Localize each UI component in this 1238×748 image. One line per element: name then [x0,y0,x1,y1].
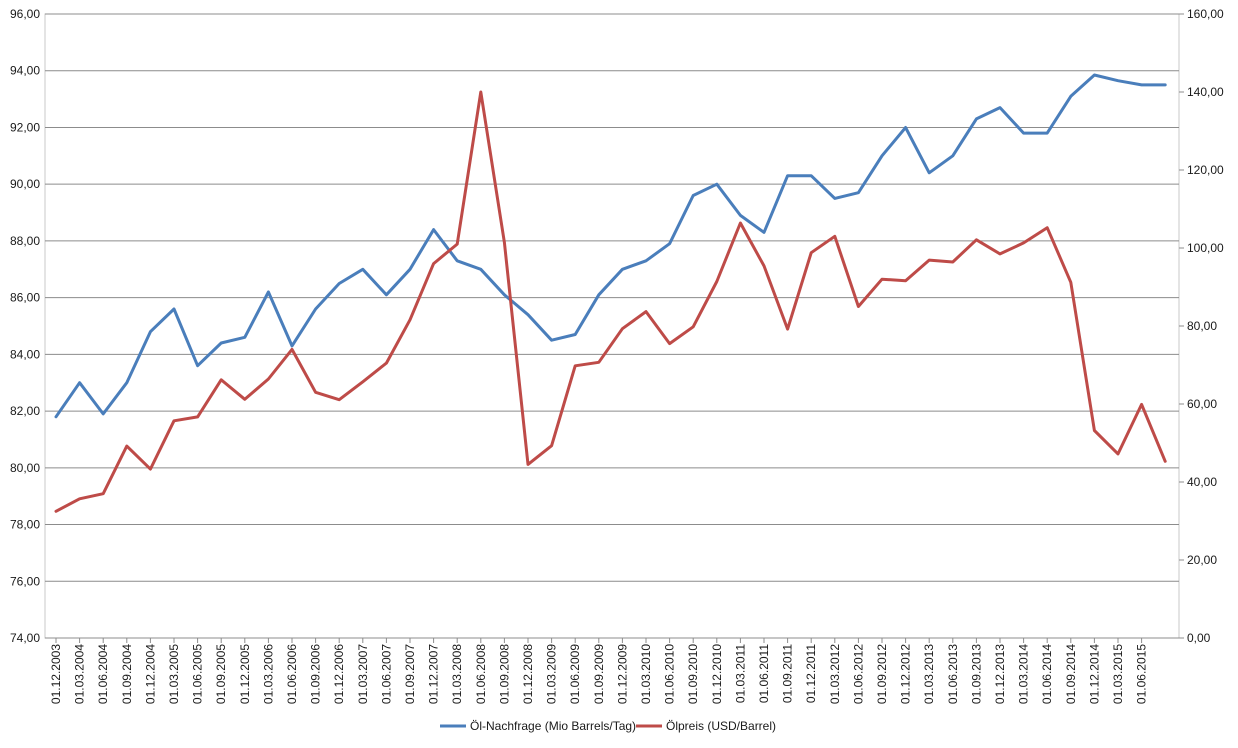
y-left-tick-label: 80,00 [10,461,40,475]
x-tick-label: 01.09.2012 [875,644,889,704]
x-tick-label: 01.03.2010 [639,644,653,704]
x-tick-label: 01.03.2008 [450,644,464,704]
x-tick-label: 01.12.2005 [238,644,252,704]
y-left-tick-label: 82,00 [10,404,40,418]
x-tick-label: 01.09.2011 [781,644,795,703]
x-tick-label: 01.06.2012 [851,644,865,704]
y-left-tick-label: 96,00 [10,7,40,21]
x-tick-label: 01.03.2005 [167,644,181,704]
plot-area-border [44,13,1180,639]
x-tick-label: 01.09.2010 [686,644,700,704]
x-tick-label: 01.06.2007 [379,644,393,704]
y-right-tick-label: 60,00 [1187,397,1217,411]
y-left-tick-label: 86,00 [10,291,40,305]
x-tick-label: 01.09.2009 [592,644,606,704]
x-tick-label: 01.09.2008 [497,644,511,704]
legend-item: Öl-Nachfrage (Mio Barrels/Tag) [440,719,636,733]
x-tick-label: 01.03.2009 [545,644,559,704]
x-tick-label: 01.06.2011 [757,644,771,703]
x-tick-label: 01.03.2013 [922,644,936,704]
x-tick-label: 01.06.2009 [568,644,582,704]
x-tick-label: 01.06.2013 [946,644,960,704]
x-tick-label: 01.03.2007 [356,644,370,704]
series-line-oil-price [54,90,1167,513]
y-left-tick-label: 92,00 [10,120,40,134]
x-tick-label: 01.12.2004 [143,644,157,704]
y-right-tick-label: 140,00 [1187,85,1224,99]
y-right-tick-label: 160,00 [1187,7,1224,21]
y-right-tick-label: 80,00 [1187,319,1217,333]
y-left-tick-label: 76,00 [10,574,40,588]
y-left-tick-label: 88,00 [10,234,40,248]
y-left-tick-label: 74,00 [10,631,40,645]
legend-item: Ölpreis (USD/Barrel) [636,719,776,733]
y-right-tick-label: 120,00 [1187,163,1224,177]
x-tick-label: 01.09.2004 [120,644,134,704]
x-tick-label: 01.03.2004 [73,644,87,704]
y-left-tick-label: 84,00 [10,347,40,361]
series-line-oil-demand [54,73,1167,419]
x-tick-label: 01.12.2007 [427,644,441,704]
y-right-tick-label: 40,00 [1187,475,1217,489]
x-tick-label: 01.12.2013 [993,644,1007,704]
x-tick-label: 01.03.2015 [1111,644,1125,704]
x-tick-label: 01.06.2008 [474,644,488,704]
gridlines [45,13,1179,639]
x-tick-label: 01.03.2011 [733,644,747,703]
x-tick-label: 01.06.2014 [1040,644,1054,704]
x-tick-label: 01.06.2006 [285,644,299,704]
x-tick-label: 01.12.2010 [710,644,724,704]
x-tick-label: 01.12.2012 [899,644,913,704]
x-tick-label: 01.06.2005 [191,644,205,704]
legend: Öl-Nachfrage (Mio Barrels/Tag) Ölpreis (U… [440,719,776,733]
series-lines [54,73,1167,513]
x-tick-label: 01.06.2004 [96,644,110,704]
x-tick-label: 01.06.2010 [663,644,677,704]
x-tick-label: 01.03.2012 [828,644,842,704]
x-tick-label: 01.12.2006 [332,644,346,704]
x-tick-label: 01.09.2014 [1064,644,1078,704]
y-right-tick-label: 0,00 [1187,631,1211,645]
x-tick-label: 01.12.2009 [615,644,629,704]
x-tick-label: 01.12.2014 [1087,644,1101,704]
x-tick-label: 01.12.2011 [804,644,818,703]
x-tick-label: 01.09.2013 [969,644,983,704]
y-left-tick-label: 78,00 [10,518,40,532]
y-left-tick-label: 94,00 [10,64,40,78]
y-left-tick-label: 90,00 [10,177,40,191]
axes: 74,00 76,00 78,00 80,00 82,00 84,00 86,00 88,00… [10,7,1224,704]
x-tick-label: 01.06.2015 [1135,644,1149,704]
x-tick-label: 01.03.2006 [261,644,275,704]
x-tick-label: 01.12.2008 [521,644,535,704]
x-tick-label: 01.03.2014 [1017,644,1031,704]
x-tick-label: 01.09.2006 [309,644,323,704]
y-right-tick-label: 100,00 [1187,241,1224,255]
legend-label: Ölpreis (USD/Barrel) [666,719,776,733]
legend-label: Öl-Nachfrage (Mio Barrels/Tag) [470,719,636,733]
y-right-tick-label: 20,00 [1187,553,1217,567]
x-tick-label: 01.09.2005 [214,644,228,704]
x-tick-label: 01.09.2007 [403,644,417,704]
x-tick-label: 01.12.2003 [49,644,63,704]
